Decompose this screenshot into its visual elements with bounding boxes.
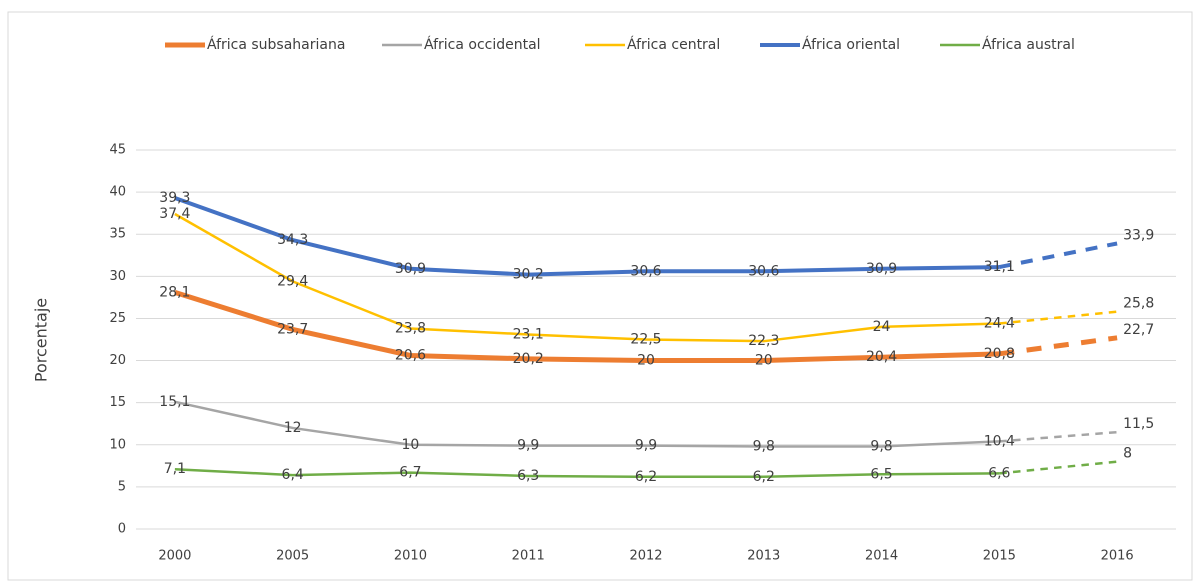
- data-label: 24,4: [984, 315, 1015, 331]
- data-label: 22,3: [748, 333, 779, 349]
- y-tick-label: 5: [118, 479, 126, 494]
- y-tick-label: 35: [109, 227, 126, 242]
- y-tick-label: 30: [109, 269, 126, 284]
- x-tick-label: 2000: [158, 549, 191, 564]
- data-label: 30,9: [866, 261, 897, 277]
- data-label: 30,9: [395, 261, 426, 277]
- x-tick-label: 2012: [629, 549, 662, 564]
- x-tick-label: 2016: [1101, 549, 1134, 564]
- projection-line: [999, 460, 1118, 475]
- data-label: 8: [1123, 446, 1132, 462]
- data-label: 31,1: [984, 259, 1015, 275]
- data-label: 6,5: [870, 466, 892, 482]
- data-label: 6,3: [517, 468, 539, 484]
- chart-frame: [7, 11, 1193, 581]
- legend-label: África oriental: [802, 36, 900, 53]
- data-label: 20,8: [984, 346, 1015, 362]
- y-tick-label: 25: [109, 311, 126, 326]
- data-label: 7,1: [164, 461, 186, 477]
- data-label: 20,4: [866, 349, 897, 365]
- x-tick-label: 2014: [865, 549, 898, 564]
- data-label: 28,1: [159, 284, 190, 300]
- data-label: 37,4: [159, 206, 190, 222]
- data-label: 11,5: [1123, 416, 1154, 432]
- legend-label: África occidental: [424, 36, 541, 53]
- series-line: [174, 196, 1000, 277]
- projection-line: [998, 335, 1118, 357]
- data-label: 20: [755, 353, 773, 369]
- data-label: 22,7: [1123, 322, 1154, 338]
- data-label: 6,7: [399, 465, 421, 481]
- series-line: [174, 289, 1000, 364]
- data-label: 25,8: [1123, 296, 1154, 312]
- y-tick-label: 45: [109, 143, 126, 158]
- series-line: [174, 212, 1000, 343]
- y-axis-label: Porcentaje: [32, 298, 51, 382]
- data-label: 6,4: [282, 467, 304, 483]
- projection-line: [999, 310, 1118, 325]
- data-label: 10,4: [984, 433, 1015, 449]
- data-label: 9,9: [635, 438, 657, 454]
- data-label: 15,1: [159, 394, 190, 410]
- data-label: 30,6: [630, 263, 661, 279]
- data-label: 29,4: [277, 273, 308, 289]
- data-label: 24: [873, 319, 891, 335]
- y-tick-label: 40: [109, 185, 126, 200]
- data-label: 23,1: [513, 326, 544, 342]
- data-label: 23,7: [277, 321, 308, 337]
- legend-label: África austral: [982, 36, 1075, 53]
- data-label: 9,8: [870, 438, 892, 454]
- data-label: 33,9: [1123, 227, 1154, 243]
- y-tick-label: 10: [109, 437, 126, 452]
- data-label: 6,2: [753, 469, 775, 485]
- data-label: 9,9: [517, 438, 539, 454]
- y-tick-label: 15: [109, 395, 126, 410]
- data-label: 30,2: [513, 267, 544, 283]
- x-tick-label: 2005: [276, 549, 309, 564]
- data-label: 20: [637, 353, 655, 369]
- data-label: 39,3: [159, 190, 190, 206]
- data-label: 23,8: [395, 321, 426, 337]
- series-line: [174, 400, 1000, 448]
- data-label: 6,2: [635, 469, 657, 485]
- data-label: 20,2: [513, 351, 544, 367]
- data-label: 30,6: [748, 263, 779, 279]
- data-label: 22,5: [630, 332, 661, 348]
- data-label: 10: [402, 437, 420, 453]
- x-tick-label: 2010: [394, 549, 427, 564]
- data-label: 6,6: [988, 465, 1010, 481]
- x-tick-label: 2011: [512, 549, 545, 564]
- series-line: [174, 467, 1000, 479]
- legend-label: África subsahariana: [207, 36, 345, 53]
- data-label: 12: [284, 420, 302, 436]
- data-label: 9,8: [753, 438, 775, 454]
- projection-line: [999, 430, 1118, 443]
- y-tick-label: 20: [109, 353, 126, 368]
- data-label: 34,3: [277, 232, 308, 248]
- legend-label: África central: [627, 36, 720, 53]
- x-tick-label: 2013: [747, 549, 780, 564]
- x-tick-label: 2015: [983, 549, 1016, 564]
- data-label: 20,6: [395, 348, 426, 364]
- y-tick-label: 0: [118, 522, 126, 537]
